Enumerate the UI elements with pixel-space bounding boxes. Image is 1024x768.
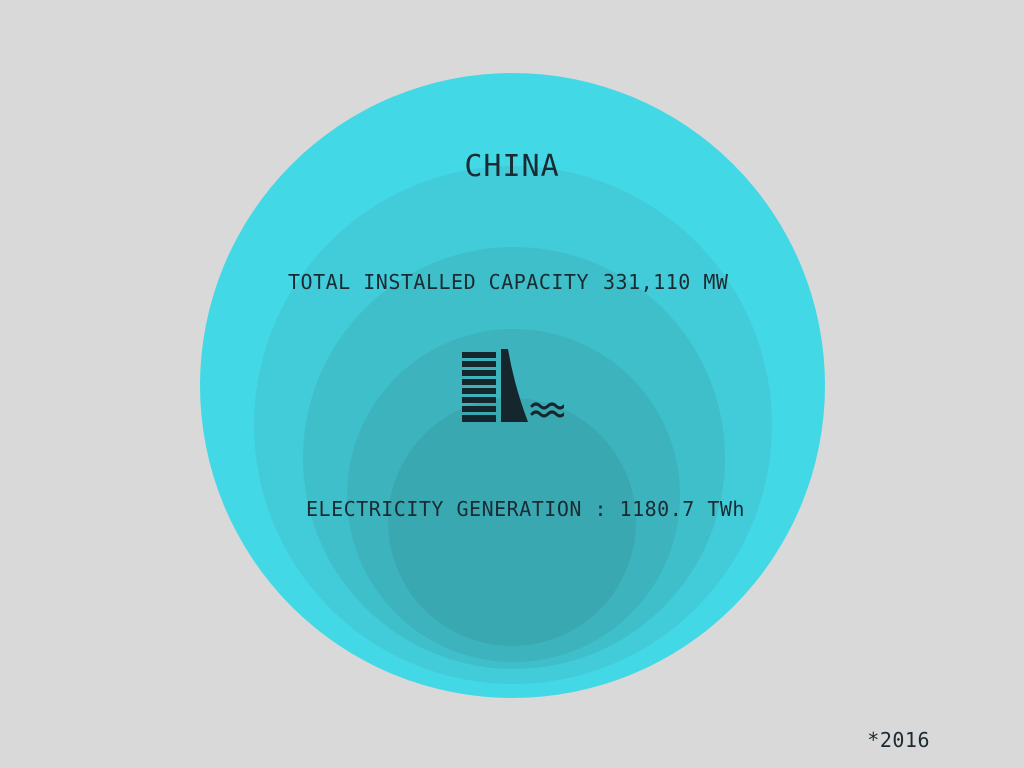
country-title: CHINA — [464, 149, 560, 184]
year-footnote: *2016 — [867, 728, 930, 752]
capacity-value: 331,110 MW — [602, 270, 729, 294]
hydro-dam-icon — [462, 349, 564, 422]
capacity-label: TOTAL INSTALLED CAPACITY — [288, 270, 589, 294]
generation-text: ELECTRICITY GENERATION : 1180.7 TWh — [306, 497, 745, 521]
capacity-row: TOTAL INSTALLED CAPACITY 331,110 MW — [288, 270, 728, 294]
inner-circle — [388, 398, 636, 646]
